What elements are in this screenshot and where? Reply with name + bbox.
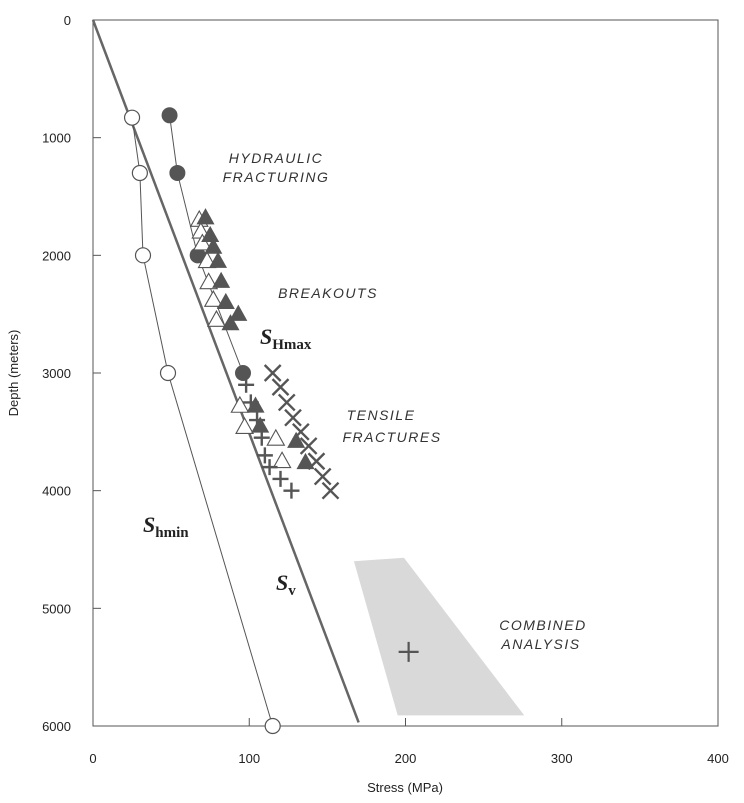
shmax-label: SHmax — [260, 324, 312, 353]
combined-analysis-label-line1: COMBINED — [499, 617, 586, 633]
shmin-label-main: S — [143, 512, 155, 537]
breakouts-label: BREAKOUTS — [278, 285, 378, 301]
combined-analysis-plus-marker — [398, 641, 419, 662]
cross-marker-3 — [284, 408, 302, 427]
x-tick-label-3: 300 — [551, 751, 573, 766]
plus-marker-2 — [249, 412, 266, 429]
hydraulic-fracturing-label-line2: FRACTURING — [223, 169, 330, 185]
filled-triangle-marker-4 — [212, 271, 231, 288]
open-triangle-marker-2 — [192, 233, 212, 251]
plus-marker-0 — [238, 376, 255, 393]
x-tick-label-1: 100 — [238, 751, 260, 766]
cross-marker-6 — [307, 452, 326, 471]
hydraulic-fracturing-label-line1: HYDRAULIC — [229, 150, 323, 166]
tensile-fractures-label-line2: FRACTURES — [342, 429, 441, 445]
x-tick-label-0: 0 — [89, 751, 96, 766]
open-triangle-marker-9 — [266, 428, 286, 446]
cross-marker-8 — [321, 481, 340, 500]
y-axis-ticks: 0 1000 2000 3000 4000 5000 6000 — [42, 13, 101, 734]
filled-triangle-marker-5 — [216, 292, 235, 310]
plus-marker-3 — [253, 429, 270, 446]
combined-analysis-label-line2: ANALYSIS — [500, 636, 580, 652]
filled-triangle-marker-0 — [196, 208, 215, 225]
cross-marker-2 — [277, 393, 296, 412]
open-triangle-marker-10 — [272, 451, 292, 469]
cross-marker-7 — [313, 467, 332, 486]
open-triangle-marker-8 — [235, 416, 255, 434]
y-tick-label-5: 5000 — [42, 601, 71, 616]
x-tick-label-4: 400 — [707, 751, 729, 766]
cross-marker-1 — [271, 378, 290, 396]
shmin-label: Shmin — [143, 512, 189, 541]
x-axis-ticks: 0 100 200 300 400 — [89, 718, 729, 766]
filled-circle-marker-3 — [235, 365, 251, 381]
y-tick-label-1: 1000 — [42, 131, 71, 146]
open-triangle-marker-7 — [230, 395, 250, 413]
data-markers — [123, 107, 419, 735]
open-triangle-marker-4 — [199, 272, 219, 290]
y-tick-label-3: 3000 — [42, 366, 71, 381]
open-triangle-marker-5 — [203, 289, 223, 307]
open-circle-marker-2 — [134, 247, 152, 264]
filled-triangle-marker-7 — [229, 304, 248, 321]
y-tick-label-4: 4000 — [42, 484, 71, 499]
x-axis-title: Stress (MPa) — [367, 780, 443, 795]
line-shmax — [169, 115, 244, 374]
open-circle-marker-0 — [123, 109, 141, 126]
stress-lines — [91, 19, 360, 727]
plus-marker-6 — [272, 470, 289, 487]
cross-marker-4 — [291, 422, 310, 441]
shmax-label-main: S — [260, 324, 272, 349]
combined-analysis-polygon — [353, 557, 525, 716]
open-triangle-marker-6 — [206, 309, 226, 327]
filled-triangle-marker-3 — [208, 251, 228, 268]
y-tick-label-6: 6000 — [42, 719, 71, 734]
plus-marker-7 — [283, 482, 300, 499]
shmin-label-sub: hmin — [155, 525, 189, 541]
tensile-fractures-label-line1: TENSILE — [347, 407, 416, 423]
shmax-label-sub: Hmax — [272, 337, 312, 353]
filled-triangle-marker-8 — [246, 396, 265, 413]
plus-marker-5 — [261, 459, 278, 476]
open-circle-marker-3 — [159, 364, 177, 382]
cross-marker-0 — [263, 364, 282, 382]
y-tick-label-2: 2000 — [42, 248, 71, 263]
open-circle-marker-4 — [264, 717, 281, 735]
plus-marker-4 — [256, 447, 273, 464]
combined-analysis-region — [353, 557, 525, 716]
sv-label-main: S — [276, 570, 288, 595]
plus-marker-1 — [242, 394, 259, 411]
filled-triangle-marker-6 — [221, 314, 240, 331]
x-tick-label-2: 200 — [395, 751, 417, 766]
filled-triangle-marker-11 — [296, 452, 315, 470]
filled-circle-marker-2 — [189, 247, 206, 264]
filled-triangle-marker-2 — [204, 237, 223, 254]
y-axis-title: Depth (meters) — [6, 330, 21, 417]
filled-triangle-marker-9 — [251, 416, 270, 433]
filled-circle-marker-0 — [161, 107, 178, 124]
cross-marker-5 — [299, 437, 318, 455]
y-tick-label-0: 0 — [64, 13, 71, 28]
sv-label: Sv — [276, 570, 296, 599]
filled-triangle-marker-1 — [201, 225, 220, 242]
filled-triangle-marker-10 — [287, 431, 306, 448]
line-shmin — [131, 117, 274, 727]
open-circle-marker-1 — [131, 164, 148, 182]
sv-label-sub: v — [288, 583, 296, 599]
line-sv — [91, 19, 360, 723]
filled-circle-marker-1 — [169, 164, 186, 181]
